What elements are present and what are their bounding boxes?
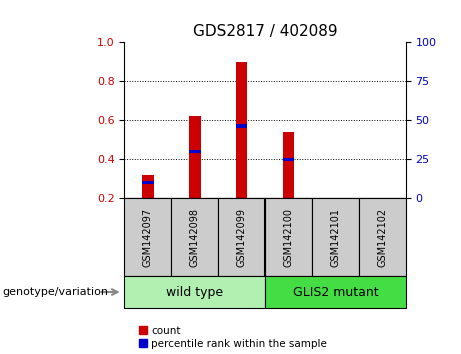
Bar: [312, 198, 359, 276]
Legend: count, percentile rank within the sample: count, percentile rank within the sample: [139, 326, 327, 349]
Bar: [142, 175, 154, 198]
Bar: [265, 198, 312, 276]
Bar: [189, 150, 201, 153]
Text: GSM142101: GSM142101: [331, 207, 340, 267]
Text: GSM142102: GSM142102: [377, 207, 387, 267]
Text: genotype/variation: genotype/variation: [2, 287, 108, 297]
Title: GDS2817 / 402089: GDS2817 / 402089: [193, 23, 337, 39]
Text: GSM142098: GSM142098: [190, 207, 200, 267]
Bar: [171, 198, 218, 276]
Bar: [283, 158, 295, 161]
Bar: [124, 276, 265, 308]
Text: GLIS2 mutant: GLIS2 mutant: [293, 286, 378, 298]
Bar: [359, 198, 406, 276]
Bar: [142, 181, 154, 184]
Bar: [236, 125, 248, 128]
Text: GSM142100: GSM142100: [284, 207, 294, 267]
Bar: [265, 276, 406, 308]
Text: wild type: wild type: [166, 286, 223, 298]
Bar: [236, 62, 248, 198]
Bar: [189, 116, 201, 198]
Bar: [283, 132, 295, 198]
Bar: [124, 198, 171, 276]
Text: GSM142097: GSM142097: [143, 207, 153, 267]
Bar: [218, 198, 265, 276]
Text: GSM142099: GSM142099: [236, 207, 247, 267]
